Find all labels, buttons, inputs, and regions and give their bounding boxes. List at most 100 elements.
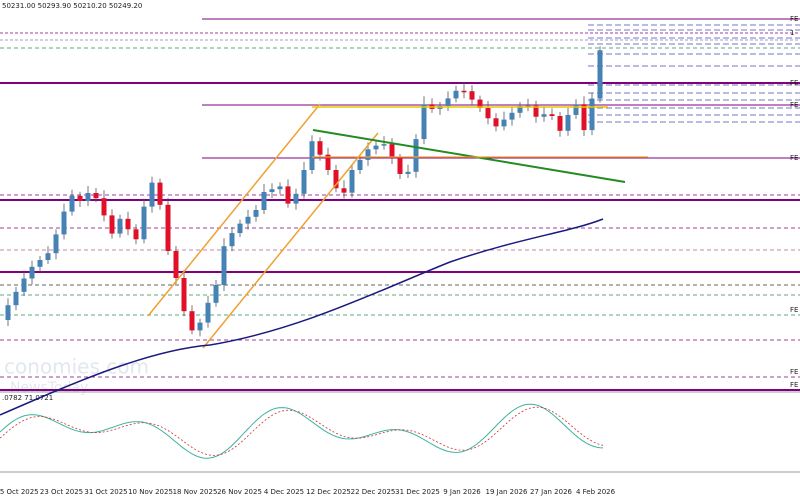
- oscillator-signal: [0, 406, 604, 456]
- candle: [237, 223, 243, 234]
- candle: [565, 114, 571, 131]
- candle: [461, 90, 467, 93]
- candle: [333, 170, 339, 189]
- candle: [293, 193, 299, 204]
- x-tick-label: 22 Dec 2025: [351, 488, 396, 496]
- channel-line: [202, 132, 379, 349]
- level-label: FE: [790, 79, 798, 87]
- x-tick-label: 26 Nov 2025: [217, 488, 262, 496]
- level-label: FE 1: [790, 154, 800, 162]
- candle: [549, 114, 555, 116]
- x-tick-label: 10 Nov 2025: [128, 488, 173, 496]
- candle: [181, 278, 187, 312]
- candle: [77, 195, 83, 201]
- level-label: FE 1: [790, 15, 800, 23]
- candle: [477, 99, 483, 108]
- candle: [533, 105, 539, 117]
- candle: [285, 186, 291, 204]
- candle: [557, 116, 563, 131]
- x-tick-label: 12 Dec 2025: [306, 488, 351, 496]
- x-tick-label: 27 Jan 2026: [530, 488, 573, 496]
- channel-line: [147, 103, 321, 317]
- candle: [133, 229, 139, 240]
- trend-line: [312, 129, 626, 183]
- candle: [125, 218, 131, 230]
- candle: [597, 50, 603, 99]
- candle: [229, 233, 235, 247]
- candle: [573, 104, 579, 115]
- x-tick-label: 15 Oct 2025: [0, 488, 39, 496]
- candle: [173, 251, 179, 278]
- candle: [157, 182, 163, 205]
- candle: [245, 216, 251, 224]
- candle: [165, 204, 171, 251]
- candle: [365, 149, 371, 160]
- candle: [445, 98, 451, 106]
- candle: [301, 170, 307, 194]
- candle: [493, 118, 499, 127]
- candle: [349, 170, 355, 193]
- candle: [141, 206, 147, 240]
- x-tick-label: 18 Nov 2025: [173, 488, 218, 496]
- candle: [29, 266, 35, 279]
- candle: [485, 108, 491, 119]
- candle: [5, 305, 11, 320]
- candle: [309, 141, 315, 170]
- level-label: FE: [790, 306, 798, 314]
- candle: [581, 104, 587, 131]
- candle: [205, 302, 211, 323]
- candle: [277, 186, 283, 190]
- candle: [69, 195, 75, 212]
- ohlc-header: 50231.00 50293.90 50210.20 50249.20: [2, 2, 142, 10]
- level-label: FE: [790, 381, 798, 389]
- candle: [117, 218, 123, 234]
- candle: [317, 141, 323, 155]
- candle: [469, 91, 475, 100]
- candle: [389, 144, 395, 158]
- candle: [21, 278, 27, 292]
- candle: [541, 114, 547, 117]
- candle: [357, 159, 363, 170]
- candle: [149, 182, 155, 207]
- candle: [501, 119, 507, 127]
- x-tick-label: 4 Feb 2026: [576, 488, 616, 496]
- candle: [509, 112, 515, 120]
- candle: [517, 106, 523, 113]
- x-tick-label: 4 Dec 2025: [264, 488, 304, 496]
- candle: [325, 154, 331, 170]
- oscillator-header: .0782 71.0721: [2, 394, 53, 402]
- candle: [37, 260, 43, 267]
- x-tick-label: 9 Jan 2026: [443, 488, 481, 496]
- candle: [101, 198, 107, 216]
- candle: [197, 322, 203, 331]
- candle: [221, 246, 227, 285]
- candle: [373, 145, 379, 150]
- candle: [269, 189, 275, 192]
- moving-average: [0, 218, 604, 416]
- candle: [85, 193, 91, 201]
- candle: [397, 157, 403, 174]
- candle: [13, 291, 19, 306]
- level-label: 1: [790, 29, 794, 37]
- x-tick-label: 31 Oct 2025: [84, 488, 127, 496]
- x-tick-label: 31 Dec 2025: [395, 488, 440, 496]
- level-label: FE: [790, 101, 798, 109]
- candle: [189, 311, 195, 331]
- oscillator-main: [0, 403, 604, 459]
- candle: [253, 210, 259, 217]
- candle: [261, 192, 267, 210]
- candle: [93, 193, 99, 199]
- watermark: conomies.com: [4, 355, 149, 379]
- candle: [381, 144, 387, 146]
- candle: [213, 285, 219, 303]
- candle: [45, 253, 51, 260]
- candle: [61, 211, 67, 235]
- candle: [109, 215, 115, 234]
- candle: [341, 188, 347, 193]
- candle: [589, 98, 595, 131]
- candle: [53, 234, 59, 254]
- candle: [453, 90, 459, 99]
- level-label: FE: [790, 368, 798, 376]
- candle: [405, 171, 411, 174]
